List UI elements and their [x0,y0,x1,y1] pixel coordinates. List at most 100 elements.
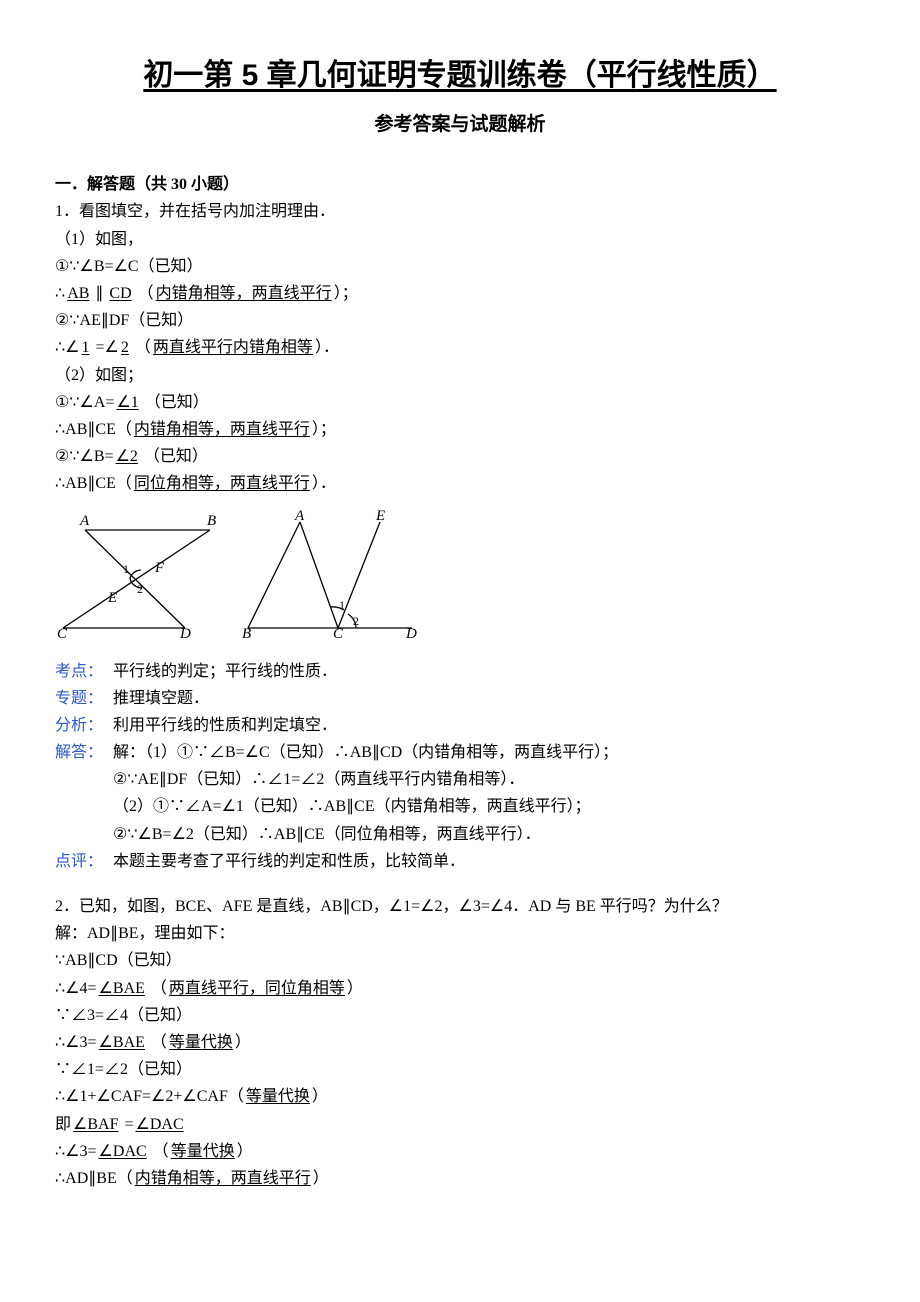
blank: 两直线平行内错角相等 [151,339,315,356]
text: ∴∠1+∠CAF=∠2+∠CAF（ [55,1088,244,1105]
blank: AB [65,285,91,302]
q1-stem: 1．看图填空，并在括号内加注明理由． [55,198,865,225]
q1-p1-line1: ①∵∠B=∠C（已知） [55,253,865,280]
text: ∴∠3= [55,1034,97,1051]
q2-l5: ∵∠1=∠2（已知） [55,1056,865,1083]
blank: ∠BAE [97,1034,147,1051]
q1-p1-line3: ②∵AE∥DF（已知） [55,307,865,334]
pt-A: A [294,510,305,524]
q2-l2: ∴∠4=∠BAE （两直线平行，同位角相等） [55,975,865,1002]
fenxi-content: 利用平行线的性质和判定填空． [113,712,865,739]
q2-l8: ∴∠3=∠DAC （等量代换） [55,1138,865,1165]
blank: 内错角相等，两直线平行 [132,421,312,438]
q1-p2-line1: ①∵∠A=∠1 （已知） [55,389,865,416]
text: ∴AB∥CE（ [55,421,132,438]
text: （已知） [144,448,208,465]
blank: 内错角相等，两直线平行 [133,1170,313,1187]
blank: 等量代换 [167,1034,235,1051]
zhuanti-label: 专题： [55,685,113,712]
page-title: 初一第 5 章几何证明专题训练卷（平行线性质） [55,50,865,101]
text: （ [151,980,167,997]
q1-p1-line2: ∴AB ∥ CD （内错角相等，两直线平行）； [55,280,865,307]
blank: ∠1 [114,394,140,411]
text: ） [313,1170,329,1187]
q2-l3: ∵∠3=∠4（已知） [55,1002,865,1029]
blank: ∠2 [114,448,140,465]
zhuanti-content: 推理填空题． [113,685,865,712]
dianping-label: 点评： [55,848,113,875]
jieda-l4: ②∵∠B=∠2（已知）∴AB∥CE（同位角相等，两直线平行）． [113,821,865,848]
q2-l0: 解：AD∥BE，理由如下： [55,920,865,947]
jieda-content: 解：（1）①∵∠B=∠C（已知）∴AB∥CD（内错角相等，两直线平行）； ②∵A… [113,739,865,848]
pt-B: B [242,626,251,640]
text: ①∵∠A= [55,394,114,411]
blank: 等量代换 [169,1143,237,1160]
figure-1: A B C D E F 1 2 [55,510,230,640]
label-1: 1 [123,562,129,576]
blank: ∠DAC [134,1116,186,1133]
q1-p1-line4: ∴∠1 =∠2 （两直线平行内错角相等）． [55,334,865,361]
text: ）； [312,421,336,438]
label-1: 1 [339,598,345,612]
dianping-content: 本题主要考查了平行线的判定和性质，比较简单． [113,848,865,875]
pt-F: F [154,560,165,576]
text: （ [151,1034,167,1051]
q2-l9: ∴AD∥BE（内错角相等，两直线平行） [55,1165,865,1192]
kaodian-content: 平行线的判定；平行线的性质． [113,658,865,685]
blank: ∠BAE [97,980,147,997]
kaodian-label: 考点： [55,658,113,685]
pt-D: D [405,626,417,640]
label-2: 2 [353,614,359,628]
blank: 两直线平行，同位角相等 [167,980,347,997]
tail: ． [323,339,339,356]
q1-p2-header: （2）如图； [55,362,865,389]
jieda-label: 解答： [55,739,113,848]
blank: ∠BAF [71,1116,120,1133]
text: ） [312,1088,328,1105]
text: ）． [312,475,336,492]
blank: 2 [119,339,131,356]
pt-D: D [179,626,191,640]
text: ） [237,1143,253,1160]
figure-2: A B C D E 1 2 [240,510,420,640]
pt-A: A [79,513,90,529]
blank: CD [107,285,133,302]
zhuanti-row: 专题： 推理填空题． [55,685,865,712]
text: （已知） [145,394,209,411]
q1-p2-line4: ∴AB∥CE（同位角相等，两直线平行）． [55,470,865,497]
jieda-l3: （2）①∵∠A=∠1（已知）∴AB∥CE（内错角相等，两直线平行）； [113,793,865,820]
text: ） [235,1034,251,1051]
text: ∴AD∥BE（ [55,1170,133,1187]
section-heading: 一．解答题（共 30 小题） [55,171,865,198]
jieda-row: 解答： 解：（1）①∵∠B=∠C（已知）∴AB∥CD（内错角相等，两直线平行）；… [55,739,865,848]
pt-B: B [207,513,216,529]
blank: 1 [80,339,92,356]
dianping-row: 点评： 本题主要考查了平行线的判定和性质，比较简单． [55,848,865,875]
pt-C: C [333,626,344,640]
label-2: 2 [137,582,143,596]
tail: ； [342,285,358,302]
text: = [124,1116,133,1133]
text: 即 [55,1116,71,1133]
text: ∴AB∥CE（ [55,475,132,492]
q2-l1: ∵AB∥CD（已知） [55,947,865,974]
q2-stem: 2．已知，如图，BCE、AFE 是直线，AB∥CD，∠1=∠2，∠3=∠4．AD… [55,893,865,920]
figures-row: A B C D E F 1 2 A B C D E 1 [55,510,865,640]
pt-C: C [57,626,68,640]
text: ∴∠3= [55,1143,97,1160]
q1-p2-line3: ②∵∠B=∠2 （已知） [55,443,865,470]
blank: 等量代换 [244,1088,312,1105]
q2-l4: ∴∠3=∠BAE （等量代换） [55,1029,865,1056]
blank: 内错角相等，两直线平行 [154,285,334,302]
jieda-l2: ②∵AE∥DF（已知）∴∠1=∠2（两直线平行内错角相等）． [113,766,865,793]
text: ②∵∠B= [55,448,114,465]
jieda-l1: 解：（1）①∵∠B=∠C（已知）∴AB∥CD（内错角相等，两直线平行）； [113,739,865,766]
q2-l7: 即∠BAF =∠DAC [55,1111,865,1138]
blank: 同位角相等，两直线平行 [132,475,312,492]
q1-p2-line2: ∴AB∥CE（内错角相等，两直线平行）； [55,416,865,443]
pt-E: E [375,510,385,524]
q1-p1-header: （1）如图， [55,226,865,253]
blank: ∠DAC [97,1143,149,1160]
text: ） [347,980,363,997]
pt-E: E [107,590,117,606]
